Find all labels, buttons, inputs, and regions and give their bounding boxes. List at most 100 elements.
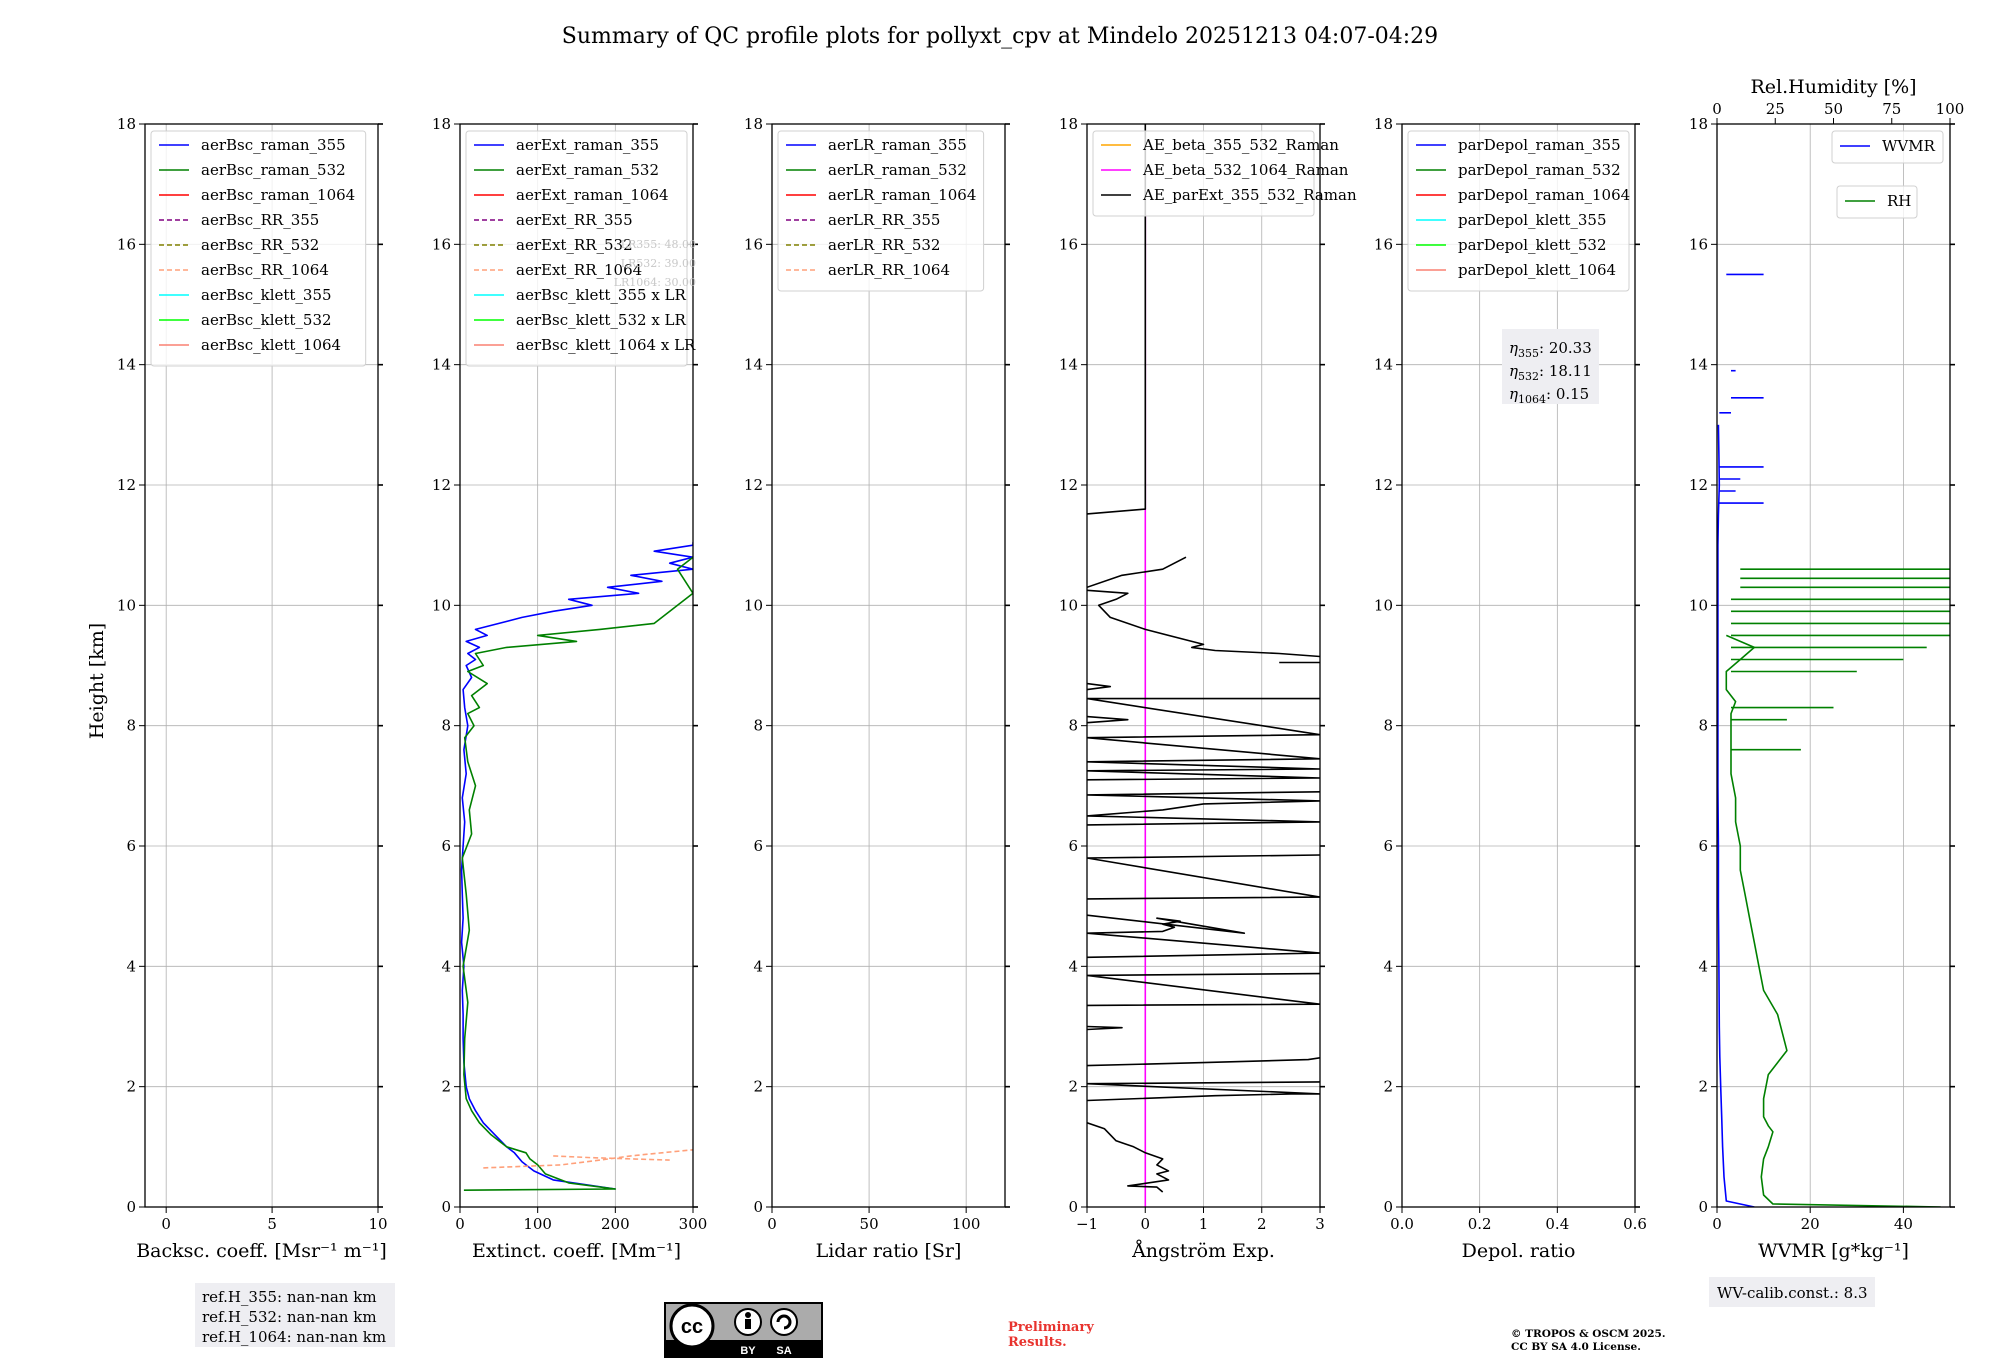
y-tick-label: 6 [126, 837, 136, 855]
x-axis-label: Ångström Exp. [1131, 1240, 1275, 1262]
x-tick-label: 0.0 [1390, 1215, 1414, 1233]
x-tick-label: 10 [368, 1215, 387, 1233]
y-tick-label: 4 [1383, 957, 1393, 975]
series-RH [1725, 634, 1941, 1207]
series-AE_parExt_355_532_Raman [1087, 124, 1147, 515]
x-axis-label: Lidar ratio [Sr] [816, 1240, 962, 1262]
y-tick-label: 6 [753, 837, 763, 855]
y-tick-label: 10 [1374, 596, 1393, 614]
legend-box [1407, 130, 1630, 292]
legend-entry: aerBsc_RR_532 [201, 236, 319, 254]
y-tick-label: 14 [1374, 356, 1393, 374]
eta-box [1502, 329, 1599, 404]
axes-frame [1401, 123, 1636, 1208]
y-tick-label: 8 [753, 717, 763, 735]
series-AE_parExt_355_532_Raman [1087, 589, 1320, 658]
series-group [460, 542, 693, 1191]
y-tick-label: 8 [1383, 717, 1393, 735]
legend-entry: aerBsc_raman_532 [201, 161, 346, 179]
legend-entry: parDepol_raman_1064 [1458, 186, 1630, 204]
y-tick-label: 4 [441, 957, 451, 975]
legend-entry: aerExt_raman_532 [516, 161, 659, 179]
y-tick-label: 12 [117, 476, 136, 494]
panel-ext: 0 2 4 6 8 10 12 14 16 18 0 100 200 300 Extinct. coeff.… [432, 115, 707, 1262]
y-tick-label: 8 [441, 717, 451, 735]
series-WVMR [1717, 424, 1755, 1207]
x-tick-label: 3 [1315, 1215, 1325, 1233]
y-tick-label: 6 [1698, 837, 1708, 855]
legend-entry: aerBsc_klett_1064 [201, 336, 341, 354]
legend-entry: aerBsc_RR_355 [201, 211, 319, 229]
legend-entry: aerLR_RR_532 [828, 236, 940, 254]
y-tick-label: 18 [117, 115, 136, 133]
y-tick-label: 14 [1689, 356, 1708, 374]
x-tick-label: 40 [1894, 1215, 1913, 1233]
legend-entry: aerBsc_klett_532 x LR [516, 311, 687, 329]
y-tick-label: 18 [1374, 115, 1393, 133]
y-tick-label: 18 [744, 115, 763, 133]
lidar-ratio-faint-text: LR1064: 30.00 [614, 276, 696, 289]
series-AE_parExt_355_532_Raman [1087, 556, 1187, 589]
legend-entry: aerLR_raman_1064 [828, 186, 976, 204]
panel-lr: 0 2 4 6 8 10 12 14 16 18 0 50 100 Lidar ratio [Sr] aer… [744, 115, 1010, 1262]
axes-frame [1716, 123, 1951, 1208]
series-AE_parExt_355_532_Raman [1087, 1025, 1123, 1031]
y-tick-label: 0 [1698, 1198, 1708, 1216]
y-tick-label: 0 [753, 1198, 763, 1216]
y-tick-label: 0 [441, 1198, 451, 1216]
preliminary-text-line1: Preliminary [1008, 1320, 1094, 1335]
top-x-tick-label: 25 [1766, 100, 1785, 118]
x-tick-label: 0.6 [1623, 1215, 1647, 1233]
panel-bsc: 0 2 4 6 8 10 12 14 16 18 0 5 10 Backsc. coeff. [Msr⁻¹… [117, 115, 395, 1347]
y-tick-label: 2 [1068, 1078, 1078, 1096]
series-aerExt_raman_532 [461, 556, 693, 1191]
legend-box [465, 130, 688, 367]
x-tick-label: 0 [161, 1215, 171, 1233]
top-x-tick-label: 50 [1824, 100, 1843, 118]
legend-entry: aerExt_RR_1064 [516, 261, 642, 279]
x-tick-label: 100 [952, 1215, 981, 1233]
preliminary-text-line2: Results. [1008, 1335, 1067, 1350]
y-tick-label: 0 [1383, 1198, 1393, 1216]
x-tick-label: 5 [267, 1215, 277, 1233]
cc-text: cc [681, 1316, 703, 1338]
x-axis-label: Extinct. coeff. [Mm⁻¹] [472, 1240, 681, 1262]
top-x-tick-label: 0 [1712, 100, 1722, 118]
lidar-ratio-faint-text: LR355: 48.00 [621, 238, 696, 251]
legend-entry: aerBsc_klett_355 [201, 286, 332, 304]
y-tick-label: 8 [126, 717, 136, 735]
sa-label: SA [776, 1345, 791, 1357]
series-AE_parExt_355_532_Raman [1087, 1081, 1320, 1102]
y-tick-label: 2 [1383, 1078, 1393, 1096]
legend-entry: aerExt_raman_355 [516, 136, 659, 154]
legend-entry-wvmr: WVMR [1882, 137, 1936, 155]
wv-calib-box [1709, 1277, 1875, 1307]
y-tick-label: 18 [1059, 115, 1078, 133]
legend-box [1092, 130, 1315, 217]
legend-entry: aerBsc_RR_1064 [201, 261, 329, 279]
x-tick-label: 0.4 [1545, 1215, 1569, 1233]
series-AE_parExt_355_532_Raman [1087, 697, 1320, 781]
legend-entry: AE_beta_355_532_Raman [1142, 136, 1339, 154]
y-tick-label: 0 [126, 1198, 136, 1216]
x-tick-label: 0.2 [1468, 1215, 1492, 1233]
y-tick-label: 4 [1068, 957, 1078, 975]
y-tick-label: 12 [1374, 476, 1393, 494]
y-tick-label: 2 [126, 1078, 136, 1096]
ref-height-note: ref.H_355: nan-nan km [202, 1288, 377, 1306]
series-aerExt_RR_1064 [553, 1155, 670, 1161]
series-aerExt_RR_1064 [483, 1149, 693, 1169]
x-axis-label: Backsc. coeff. [Msr⁻¹ m⁻¹] [136, 1240, 387, 1262]
x-tick-label: 0 [1712, 1215, 1722, 1233]
legend-entry: parDepol_klett_1064 [1458, 261, 1616, 279]
series-AE_parExt_355_532_Raman [1087, 1122, 1170, 1193]
series-AE_parExt_355_532_Raman [1087, 682, 1112, 691]
y-tick-label: 2 [753, 1078, 763, 1096]
legend-entry: parDepol_klett_532 [1458, 236, 1607, 254]
legend-entry: parDepol_raman_532 [1458, 161, 1621, 179]
legend-entry: AE_beta_532_1064_Raman [1142, 161, 1349, 179]
series-AE_parExt_355_532_Raman [1087, 1057, 1320, 1067]
cc-license-badge[interactable]: cc BY SA [664, 1302, 823, 1358]
